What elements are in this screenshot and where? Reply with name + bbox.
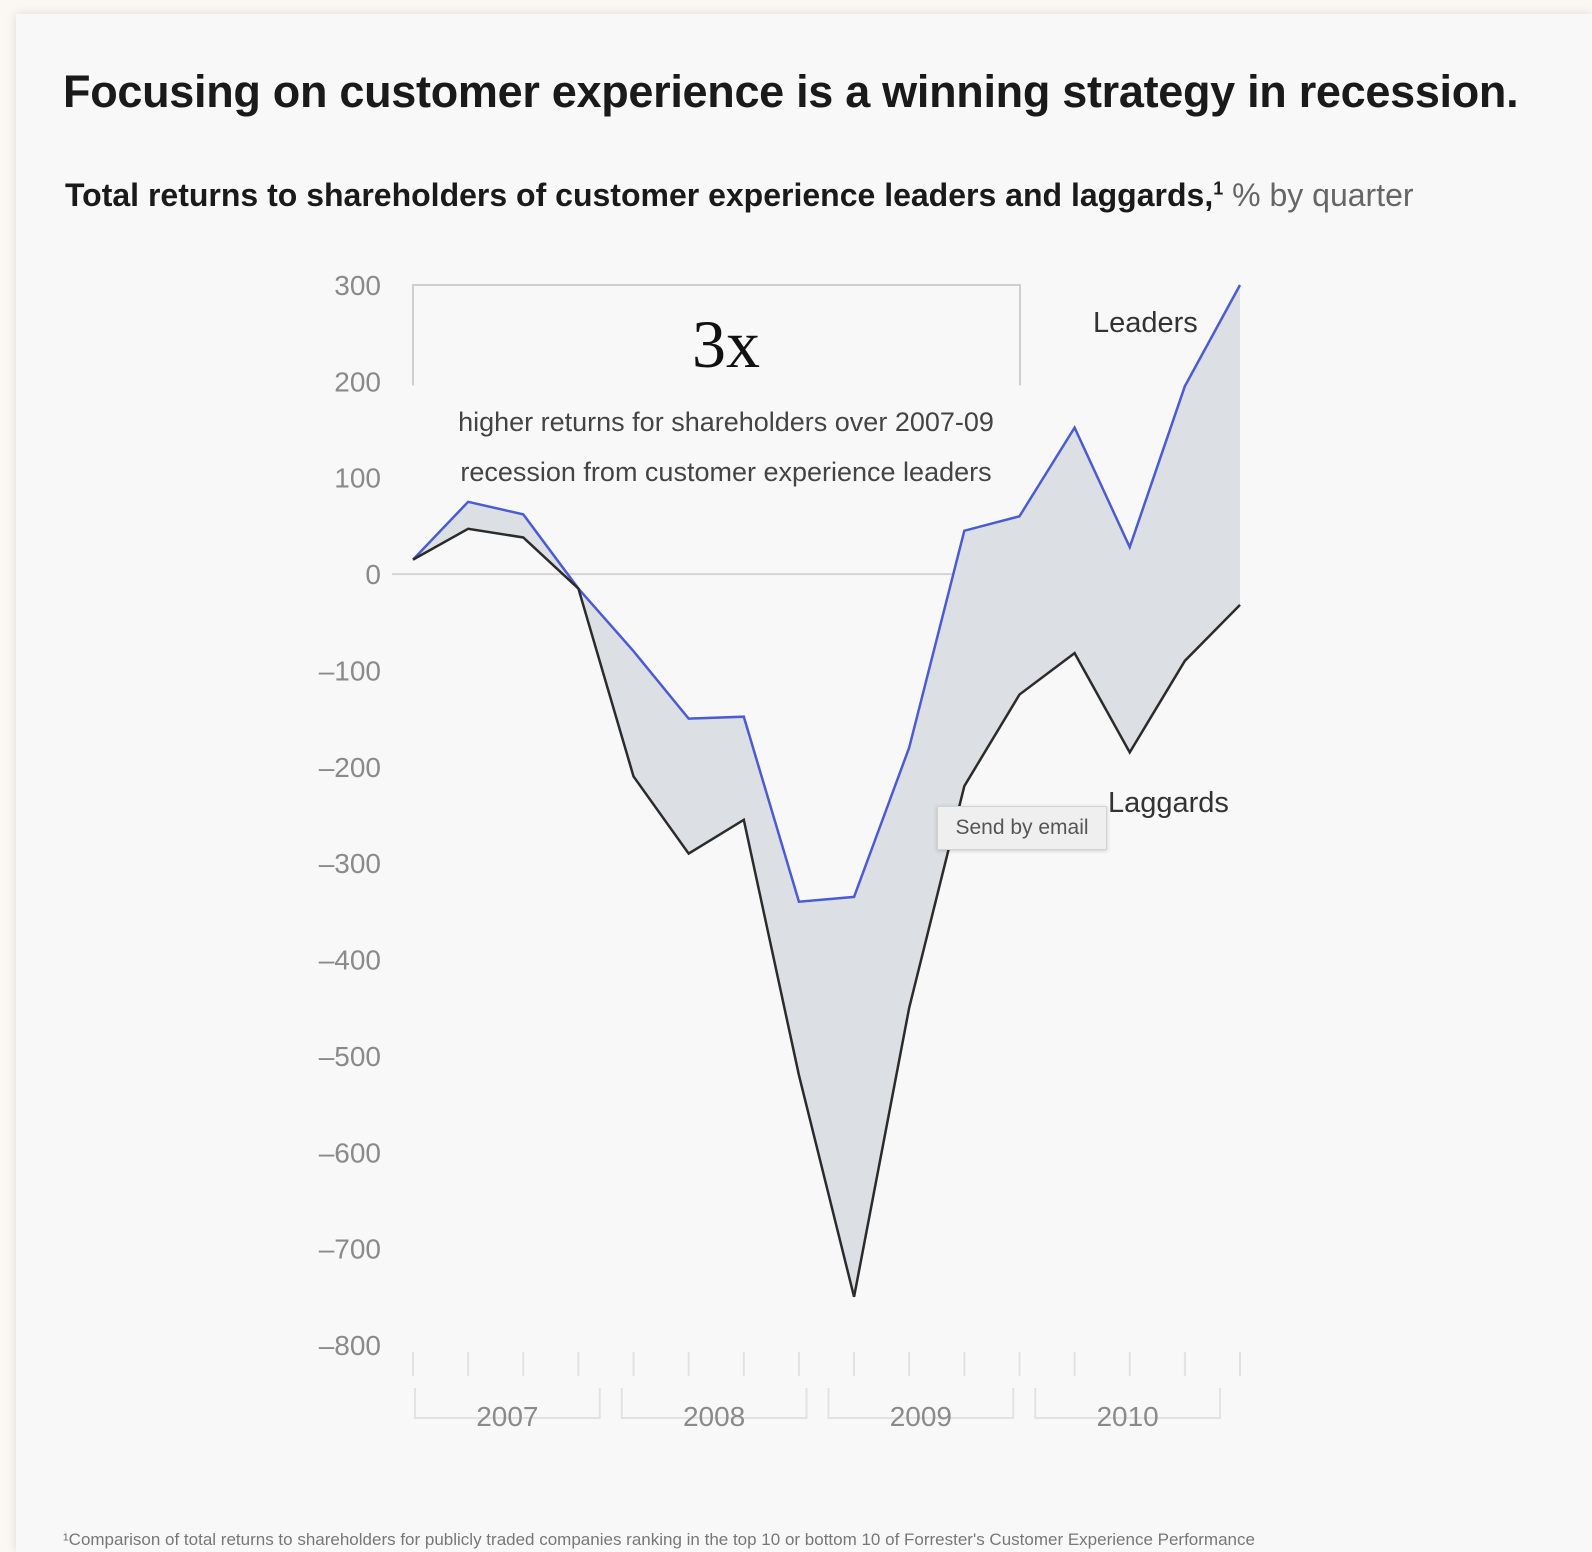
series-label-leaders: Leaders: [1093, 307, 1198, 339]
y-tick-label: –100: [319, 655, 381, 686]
footnote: ¹Comparison of total returns to sharehol…: [63, 1530, 1255, 1549]
series-line-leaders: [412, 284, 1242, 904]
callout-text: higher returns for shareholders over 200…: [416, 397, 1036, 497]
y-tick-label: 100: [334, 463, 381, 494]
x-tick-label: 2007: [476, 1401, 538, 1432]
subtitle-unit: % by quarter: [1223, 177, 1414, 213]
callout-box: 3x higher returns for shareholders over …: [416, 285, 1036, 505]
chart-title: Focusing on customer experience is a win…: [63, 66, 1519, 117]
series-line-laggards: [412, 527, 1241, 1298]
year-bracket: [1034, 1388, 1221, 1419]
y-tick-label: –400: [319, 945, 381, 976]
y-tick-label: 200: [334, 366, 381, 397]
callout-text-line-1: higher returns for shareholders over 200…: [458, 407, 994, 437]
y-tick-label: 0: [365, 559, 381, 590]
x-tick-label: 2009: [890, 1401, 952, 1432]
x-tick-label: 2008: [683, 1401, 745, 1432]
chart-subtitle: Total returns to shareholders of custome…: [65, 177, 1414, 214]
callout-text-line-2: recession from customer experience leade…: [460, 457, 992, 487]
callout-frame: [412, 284, 1021, 386]
footnote-marker: 1: [1213, 178, 1224, 199]
y-tick-label: –800: [319, 1330, 381, 1361]
series-label-laggards: Laggards: [1108, 787, 1229, 819]
y-tick-label: –500: [319, 1041, 381, 1072]
callout-multiplier: 3x: [692, 306, 760, 382]
y-tick-label: –600: [319, 1137, 381, 1168]
y-tick-label: –300: [319, 848, 381, 879]
send-by-email-tooltip[interactable]: Send by email: [937, 806, 1107, 850]
gap-area: [413, 285, 1240, 1297]
year-bracket: [414, 1388, 601, 1419]
y-tick-label: –700: [319, 1234, 381, 1265]
y-tick-label: 300: [334, 270, 381, 301]
x-tick-label: 2010: [1096, 1401, 1158, 1432]
y-tick-label: –200: [319, 752, 381, 783]
year-bracket: [620, 1388, 808, 1419]
chart-card: [16, 14, 1592, 1552]
year-bracket: [827, 1388, 1015, 1419]
subtitle-main: Total returns to shareholders of custome…: [65, 177, 1214, 213]
